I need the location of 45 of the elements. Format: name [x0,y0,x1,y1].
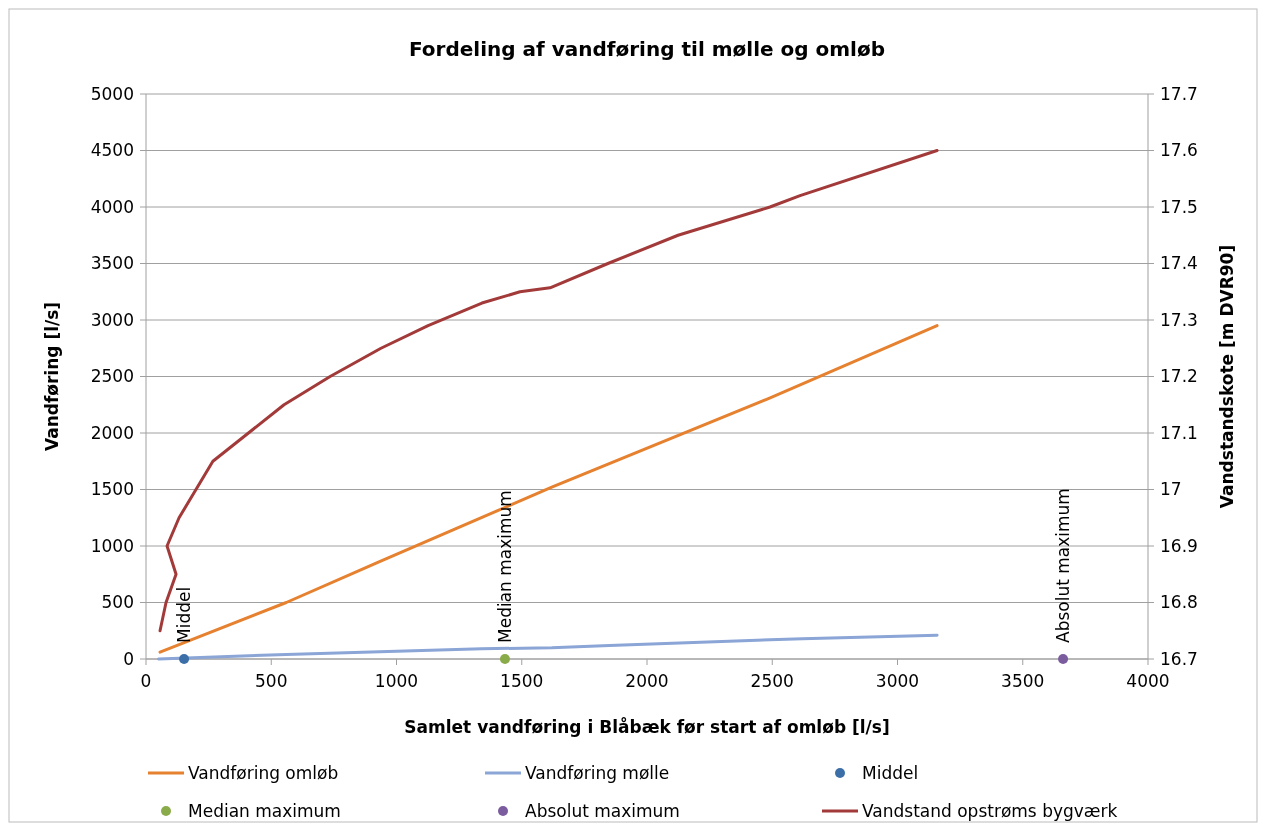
annotation: Absolut maximum [1053,488,1074,643]
x-tick-label: 3500 [1001,671,1045,691]
y-tick-label: 500 [101,592,134,613]
y2-tick-label: 17.4 [1160,253,1198,274]
legend-label: Vandstand opstrøms bygværk [862,800,1118,821]
annotation: Median maximum [494,490,515,643]
legend-label: Absolut maximum [525,800,680,821]
y2-tick-label: 16.8 [1160,592,1198,613]
chart-title: Fordeling af vandføring til mølle og omløb [408,37,886,61]
y-tick-label: 0 [123,648,134,669]
y-tick-label: 2500 [90,366,134,387]
x-axis-title: Samlet vandføring i Blåbæk før start af omløb [l/s] [404,716,890,737]
y2-axis-title: Vandstandskote [m DVR90] [1217,244,1237,509]
y-tick-label: 4500 [90,140,134,161]
annotation: Middel [174,586,195,643]
y-tick-label: 4000 [90,196,134,217]
y2-tick-label: 17.3 [1160,309,1198,330]
legend-label: Vandføring omløb [188,762,339,783]
y2-tick-label: 17.2 [1160,366,1198,387]
x-tick-label: 3000 [875,671,920,691]
y-axis-title: Vandføring [l/s] [42,301,62,452]
x-tick-label: 1500 [500,671,544,691]
y-tick-label: 5000 [90,83,134,104]
x-tick-label: 1000 [374,671,419,691]
x-tick-label: 0 [140,671,152,691]
y2-tick-label: 17.7 [1160,83,1198,104]
legend-label: Median maximum [188,800,341,821]
y2-tick-label: 17 [1160,479,1182,500]
y-tick-label: 3500 [90,253,134,274]
y2-tick-label: 17.1 [1160,422,1198,443]
y-tick-label: 1000 [90,535,134,556]
line-series [158,324,939,654]
legend-label: Middel [862,762,919,783]
x-tick-label: 2500 [750,671,794,691]
y2-tick-label: 16.9 [1160,535,1198,556]
legend-label: Vandføring mølle [525,762,670,783]
y-tick-label: 1500 [90,479,134,500]
x-tick-label: 2000 [625,671,669,691]
y-tick-label: 3000 [90,309,134,330]
y2-tick-label: 16.7 [1160,648,1198,669]
y-tick-label: 2000 [90,422,134,443]
x-tick-label: 500 [255,671,288,691]
y2-tick-label: 17.6 [1160,140,1198,161]
y2-tick-label: 17.5 [1160,196,1198,217]
x-tick-label: 4000 [1126,671,1170,691]
